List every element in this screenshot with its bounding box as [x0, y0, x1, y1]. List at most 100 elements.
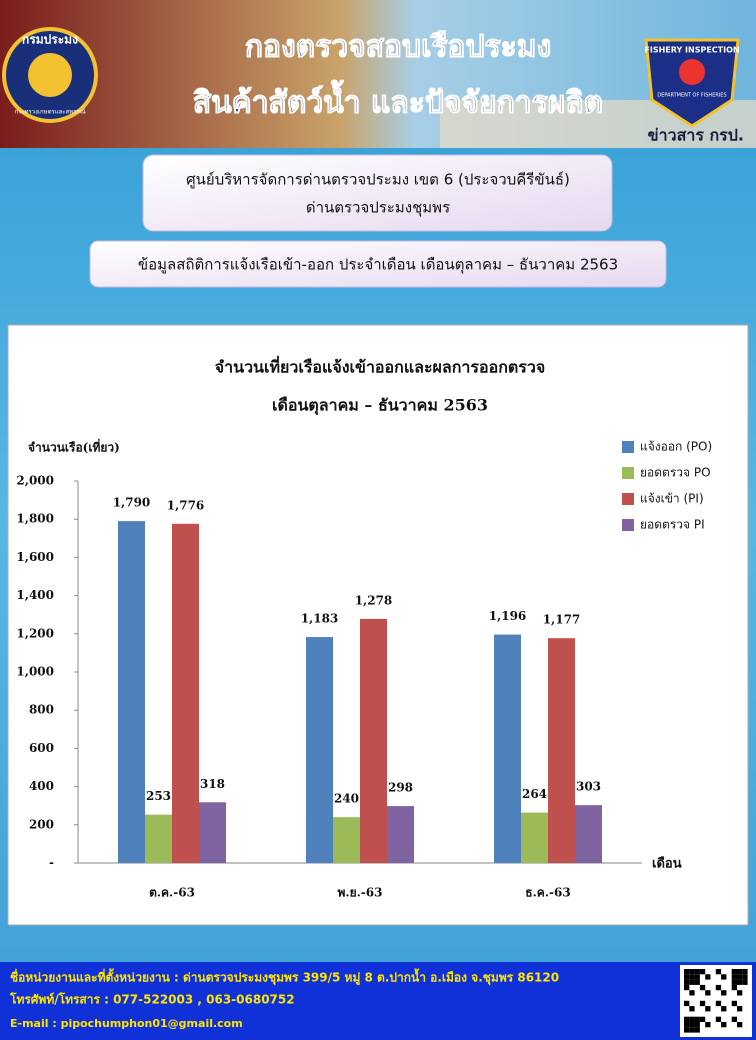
qr-cell	[705, 1006, 711, 1012]
banner-line-1: ศูนย์บริหารจัดการด่านตรวจประมง เขต 6 (ปร…	[186, 171, 570, 189]
legend-label: ยอดตรวจ PO	[640, 466, 711, 480]
header-title-1: กองตรวจสอบเรือประมง	[245, 30, 551, 65]
qr-cell	[715, 1016, 722, 1022]
legend-swatch	[622, 519, 634, 531]
qr-cell	[731, 984, 737, 991]
footer-line-2: โทรศัพท์/โทรสาร : 077-522003 , 063-06807…	[9, 992, 295, 1007]
qr-cell	[721, 990, 727, 996]
qr-cell	[699, 1000, 706, 1007]
data-label: 318	[200, 777, 225, 791]
data-label: 1,776	[167, 498, 205, 512]
qr-cell	[684, 1022, 690, 1028]
qr-cell	[742, 969, 748, 975]
legend-swatch	[622, 441, 634, 453]
legend-label: แจ้งเข้า (PI)	[640, 492, 704, 506]
y-tick-label: -	[49, 856, 54, 870]
qr-cell	[731, 979, 737, 985]
qr-cell	[689, 1022, 695, 1028]
qr-cell	[684, 1027, 690, 1033]
qr-cell	[731, 1000, 737, 1007]
y-axis-label: จำนวนเรือ(เที่ยว)	[28, 439, 120, 455]
data-label: 1,196	[489, 609, 527, 623]
qr-cell	[742, 974, 748, 980]
qr-cell	[694, 1022, 700, 1028]
data-label: 298	[388, 781, 413, 795]
qr-cell	[694, 979, 700, 985]
qr-cell	[715, 984, 722, 991]
subtitle-box	[89, 240, 667, 288]
qr-cell	[684, 974, 690, 980]
bar	[333, 817, 360, 863]
qr-cell	[689, 974, 695, 980]
bar	[360, 618, 387, 863]
qr-cell	[742, 979, 748, 985]
footer-line-1: ชื่อหน่วยงานและที่ตั้งหน่วยงาน : ด่านตรว…	[10, 968, 559, 986]
bar	[494, 634, 521, 863]
qr-cell	[689, 990, 695, 996]
qr-cell	[737, 1022, 743, 1028]
qr-cell	[699, 969, 706, 975]
qr-cell	[694, 974, 700, 980]
chart-title: จำนวนเที่ยวเรือแจ้งเข้าออกและผลการออกตรว…	[215, 356, 545, 377]
chart-subtitle: เดือนตุลาคม – ธันวาคม 2563	[272, 396, 488, 416]
qr-cell	[721, 1006, 727, 1012]
header-tag: ข่าวสาร กรป.	[648, 126, 744, 145]
legend-label: ยอดตรวจ PI	[640, 518, 705, 532]
bar	[521, 812, 548, 863]
data-label: 1,177	[543, 613, 581, 627]
data-label: 303	[576, 780, 601, 794]
x-tick-label: ต.ค.-63	[149, 886, 195, 900]
banner-box	[142, 154, 613, 232]
bar	[145, 814, 172, 863]
qr-cell	[731, 969, 737, 975]
qr-cell	[737, 974, 743, 980]
y-tick-label: 2,000	[16, 474, 54, 488]
qr-cell	[684, 969, 690, 975]
y-tick-label: 1,400	[16, 588, 54, 602]
logo-right-top: FISHERY INSPECTION	[644, 46, 739, 55]
x-tick-label: ธ.ค.-63	[525, 886, 570, 900]
data-label: 264	[522, 787, 547, 801]
qr-cell	[694, 969, 700, 975]
bar	[118, 521, 145, 863]
qr-cell	[721, 1022, 727, 1028]
y-tick-label: 200	[29, 817, 54, 831]
qr-cell	[715, 1000, 722, 1007]
qr-cell	[699, 984, 706, 991]
qr-cell	[715, 969, 722, 975]
legend-swatch	[622, 467, 634, 479]
logo-left-emblem	[28, 53, 72, 97]
qr-cell	[689, 1016, 695, 1022]
qr-cell	[684, 1016, 690, 1022]
qr-cell	[721, 974, 727, 980]
bar	[575, 805, 602, 863]
logo-left-top: กรมประมง	[22, 33, 78, 47]
qr-cell	[689, 1006, 695, 1012]
qr-cell	[705, 974, 711, 980]
qr-cell	[699, 1016, 706, 1022]
y-tick-label: 1,600	[16, 550, 54, 564]
y-tick-label: 800	[29, 703, 54, 717]
bar	[199, 802, 226, 863]
banner-subtitle: ข้อมูลสถิติการแจ้งเรือเข้า-ออก ประจำเดือ…	[138, 256, 618, 275]
qr-cell	[737, 990, 743, 996]
qr-cell	[731, 1016, 737, 1022]
banner-line-2: ด่านตรวจประมงชุมพร	[306, 199, 450, 218]
qr-cell	[684, 979, 690, 985]
y-tick-label: 1,000	[16, 665, 54, 679]
legend-label: แจ้งออก (PO)	[640, 440, 712, 454]
bar	[387, 806, 414, 863]
footer	[0, 962, 756, 1040]
x-tick-label: พ.ย.-63	[338, 886, 383, 900]
qr-cell	[694, 1016, 700, 1022]
qr-code	[680, 965, 752, 1037]
qr-cell	[684, 1000, 690, 1007]
logo-left-bottom: กระทรวงเกษตรและสหกรณ์	[14, 108, 86, 116]
y-tick-label: 400	[29, 779, 54, 793]
qr-cell	[689, 979, 695, 985]
qr-cell	[705, 1022, 711, 1028]
y-tick-label: 1,800	[16, 512, 54, 526]
bar	[306, 637, 333, 863]
